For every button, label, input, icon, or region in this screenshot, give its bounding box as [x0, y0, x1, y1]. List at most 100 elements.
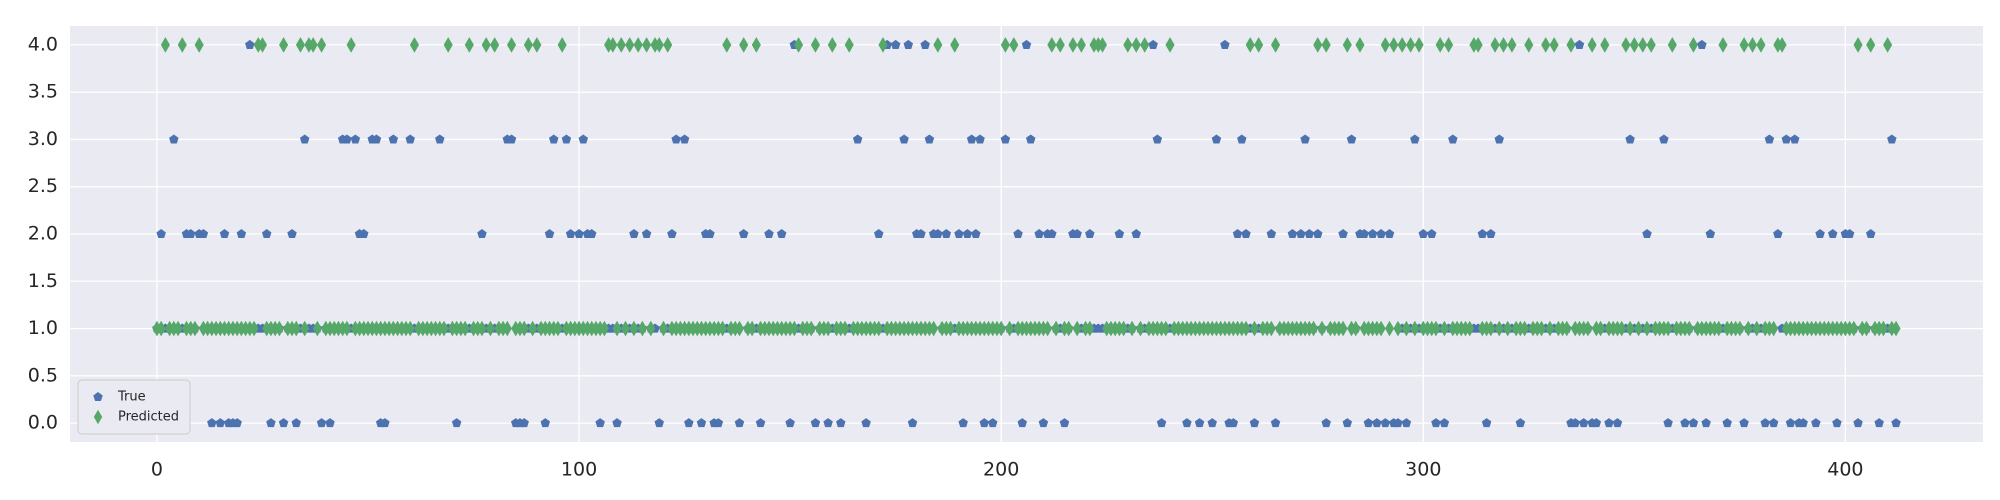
point: [506, 134, 517, 144]
point: [1596, 320, 1606, 337]
point: [1055, 37, 1065, 53]
point: [1072, 229, 1082, 239]
point: [565, 229, 576, 239]
point: [1313, 37, 1323, 53]
point: [1414, 37, 1424, 53]
point: [1418, 229, 1429, 239]
legend-box: [77, 379, 191, 435]
point: [1000, 37, 1010, 53]
y-tick-label: 3.0: [28, 128, 58, 150]
point: [1380, 418, 1391, 428]
y-tick-label: 1.5: [28, 270, 58, 292]
point: [1097, 37, 1108, 53]
point: [890, 39, 901, 49]
point: [1338, 320, 1348, 337]
point: [371, 134, 382, 144]
point: [1127, 320, 1137, 337]
point: [1131, 229, 1142, 239]
point: [1587, 37, 1597, 53]
point: [1393, 418, 1403, 428]
point: [1313, 229, 1323, 239]
point: [1891, 320, 1901, 337]
point: [1389, 37, 1399, 53]
point: [1439, 418, 1450, 428]
point: [1068, 37, 1078, 53]
point: [528, 320, 538, 337]
point: [1629, 37, 1639, 53]
point: [971, 229, 981, 239]
point: [1659, 134, 1669, 144]
point: [823, 418, 833, 428]
point: [1355, 37, 1365, 53]
point: [612, 320, 622, 337]
point: [1426, 229, 1437, 239]
point: [954, 229, 964, 239]
point: [958, 418, 968, 428]
point: [490, 37, 500, 53]
point: [718, 320, 728, 337]
point: [1781, 134, 1792, 144]
point: [405, 320, 415, 337]
point: [1304, 229, 1315, 239]
point: [1025, 134, 1036, 144]
point: [1321, 37, 1331, 53]
point: [1165, 37, 1175, 53]
point: [785, 418, 795, 428]
point: [1156, 418, 1167, 428]
point: [1384, 229, 1395, 239]
point: [608, 37, 618, 53]
point: [696, 418, 707, 428]
point: [658, 320, 669, 337]
marks: [152, 37, 1901, 428]
point: [1574, 39, 1585, 49]
point: [548, 134, 559, 144]
point: [1439, 320, 1449, 337]
point: [1701, 418, 1711, 428]
point: [586, 229, 597, 239]
point: [274, 320, 284, 337]
point: [279, 37, 289, 53]
point: [219, 229, 230, 239]
point: [642, 37, 652, 53]
point: [232, 418, 242, 428]
point: [1541, 37, 1551, 53]
point: [933, 37, 943, 53]
point: [173, 320, 183, 337]
point: [979, 418, 990, 428]
point: [595, 418, 605, 428]
point: [916, 229, 926, 239]
point: [1338, 229, 1348, 239]
point: [245, 39, 255, 49]
point: [540, 418, 551, 428]
point: [1114, 229, 1125, 239]
point: [380, 418, 390, 428]
point: [553, 320, 563, 337]
point: [1131, 37, 1141, 53]
point: [654, 37, 664, 53]
point: [1254, 37, 1264, 53]
point: [1346, 134, 1357, 144]
point: [1747, 37, 1758, 53]
point: [185, 229, 196, 239]
point: [874, 229, 884, 239]
point: [1625, 134, 1635, 144]
point: [929, 320, 939, 337]
point: [236, 229, 247, 239]
point: [1085, 229, 1095, 239]
point: [519, 320, 529, 337]
point: [861, 418, 871, 428]
point: [933, 229, 943, 239]
point: [1486, 229, 1496, 239]
point: [299, 134, 310, 144]
point: [287, 229, 297, 239]
point: [1498, 37, 1509, 53]
point: [975, 134, 985, 144]
point: [1477, 229, 1488, 239]
point: [1756, 37, 1766, 53]
point: [1515, 418, 1526, 428]
point: [1351, 320, 1361, 337]
point: [477, 229, 487, 239]
point: [532, 37, 542, 53]
point: [1735, 320, 1745, 337]
